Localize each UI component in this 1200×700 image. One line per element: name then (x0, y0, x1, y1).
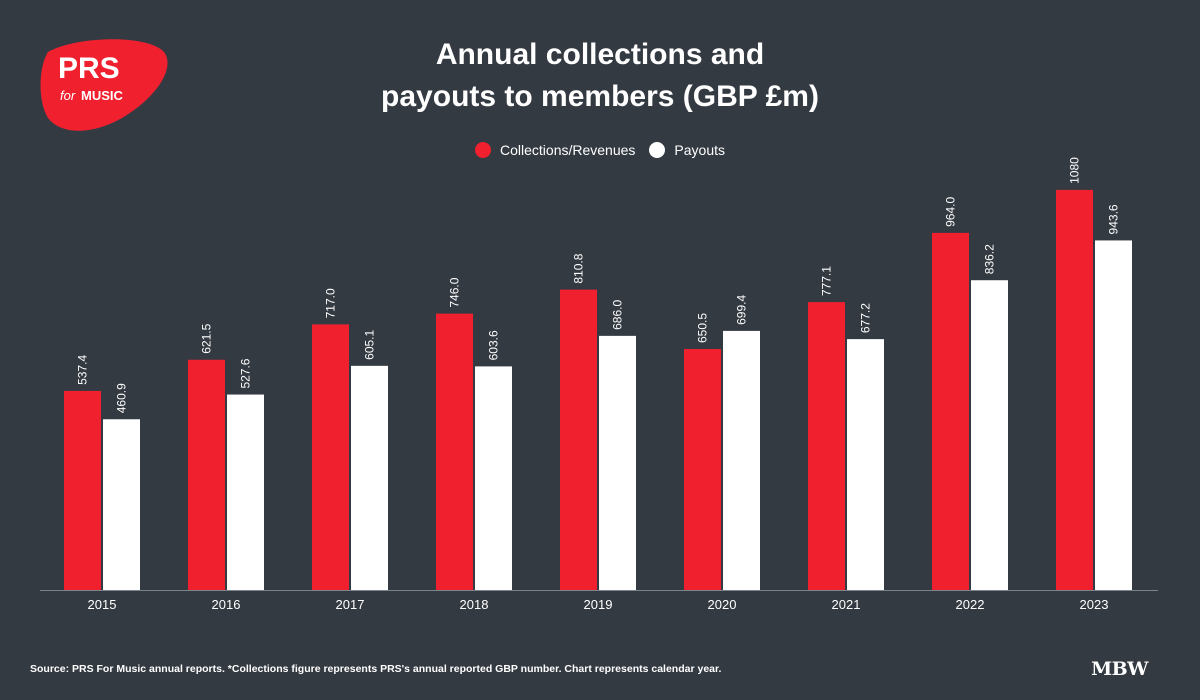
data-label-collections-2023: 1080 (1068, 157, 1082, 184)
x-tick-label-2018: 2018 (460, 597, 489, 612)
bar-collections-2020 (684, 349, 721, 590)
bar-payouts-2021 (847, 339, 884, 590)
prs-logo: PRS for MUSIC (36, 38, 172, 134)
data-label-payouts-2021: 677.2 (859, 303, 873, 333)
data-label-collections-2018: 746.0 (448, 277, 462, 307)
data-label-payouts-2016: 527.6 (239, 358, 253, 388)
chart-title-line-1: Annual collections and (435, 38, 765, 71)
legend-swatch-collections (475, 142, 491, 158)
bar-collections-2022 (932, 232, 969, 590)
legend-item-collections: Collections/Revenues (475, 142, 635, 158)
mbw-logo: MBW (1091, 658, 1148, 680)
chart-title: Annual collections and payouts to member… (300, 34, 900, 118)
legend-item-payouts: Payouts (649, 142, 725, 158)
data-label-payouts-2020: 699.4 (735, 295, 749, 325)
bar-payouts-2015 (103, 419, 140, 590)
bar-collections-2017 (312, 324, 349, 590)
bar-collections-2015 (64, 390, 101, 590)
logo-music-text: MUSIC (81, 88, 124, 103)
legend-label-payouts: Payouts (674, 142, 725, 158)
data-label-collections-2017: 717.0 (324, 288, 338, 318)
source-note: Source: PRS For Music annual reports. *C… (30, 663, 722, 675)
prs-logo-mark: PRS for MUSIC (40, 39, 168, 131)
data-label-collections-2021: 777.1 (820, 266, 834, 296)
x-tick-label-2015: 2015 (88, 597, 117, 612)
data-label-collections-2015: 537.4 (76, 355, 90, 385)
chart-title-line-2: payouts to members (GBP £m) (381, 80, 819, 113)
bar-payouts-2022 (971, 280, 1008, 590)
bar-collections-2018 (436, 313, 473, 590)
data-label-collections-2022: 964.0 (944, 197, 958, 227)
data-label-collections-2020: 650.5 (696, 313, 710, 343)
bar-payouts-2020 (723, 330, 760, 590)
chart-legend: Collections/Revenues Payouts (0, 142, 1200, 158)
x-tick-label-2020: 2020 (708, 597, 737, 612)
bar-payouts-2023 (1095, 240, 1132, 590)
data-label-payouts-2019: 686.0 (611, 300, 625, 330)
data-label-payouts-2022: 836.2 (983, 244, 997, 274)
x-tick-label-2021: 2021 (832, 597, 861, 612)
bar-collections-2016 (188, 359, 225, 590)
data-label-collections-2016: 621.5 (200, 323, 214, 353)
data-label-payouts-2017: 605.1 (363, 329, 377, 359)
logo-for-text: for (60, 88, 76, 103)
bar-collections-2019 (560, 289, 597, 590)
data-label-collections-2019: 810.8 (572, 253, 586, 283)
bar-payouts-2017 (351, 365, 388, 590)
legend-label-collections: Collections/Revenues (500, 142, 636, 158)
x-tick-label-2023: 2023 (1080, 597, 1109, 612)
bar-collections-2023 (1056, 189, 1093, 590)
x-tick-label-2022: 2022 (956, 597, 985, 612)
x-tick-label-2019: 2019 (584, 597, 613, 612)
bar-payouts-2018 (475, 366, 512, 590)
data-label-payouts-2023: 943.6 (1107, 204, 1121, 234)
data-label-payouts-2018: 603.6 (487, 330, 501, 360)
bar-payouts-2016 (227, 394, 264, 590)
legend-swatch-payouts (649, 142, 666, 158)
x-tick-label-2016: 2016 (212, 597, 241, 612)
bar-collections-2021 (808, 302, 845, 590)
data-label-payouts-2015: 460.9 (115, 383, 129, 413)
bar-payouts-2019 (599, 335, 636, 590)
logo-prs-text: PRS (58, 52, 120, 85)
x-tick-label-2017: 2017 (336, 597, 365, 612)
